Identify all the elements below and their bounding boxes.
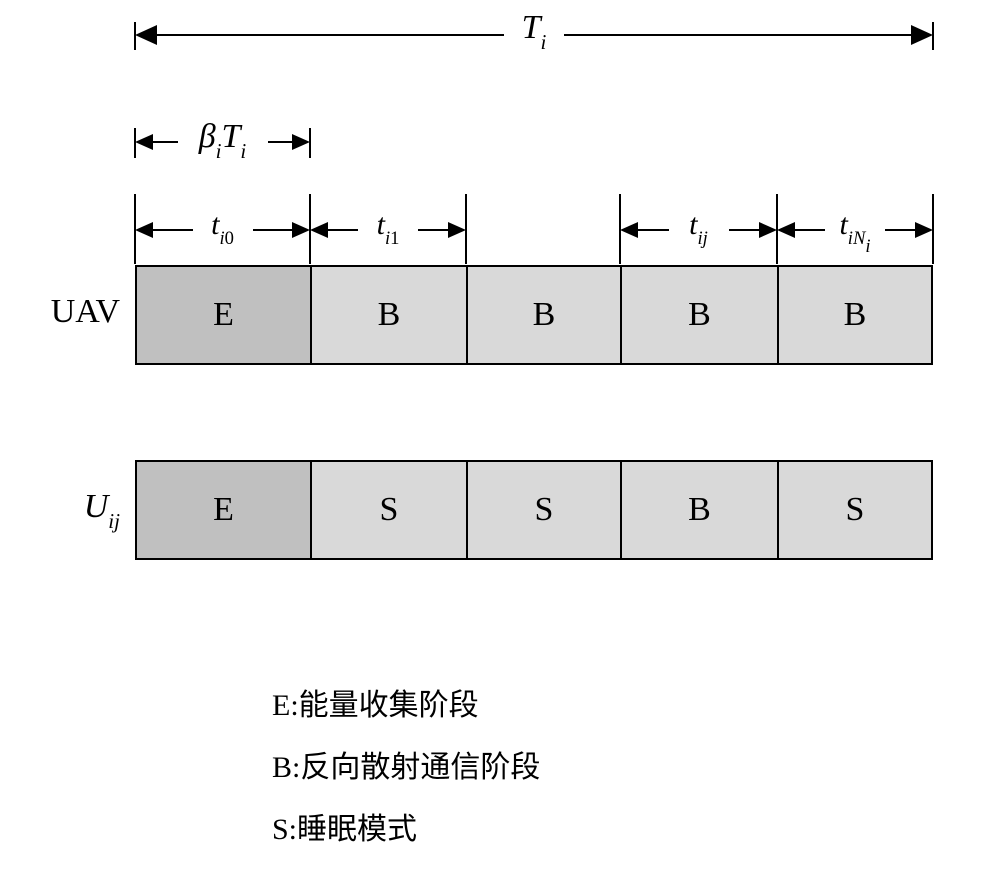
diagram-root: { "geom": { "row_left_x": 135, "row_righ… [0, 0, 1000, 885]
timeline-cell: S [310, 460, 468, 560]
timeline-cell: S [777, 460, 933, 560]
timeline-cell: S [466, 460, 622, 560]
legend-line: S:睡眠模式 [272, 804, 417, 848]
legend-line: B:反向散射通信阶段 [272, 742, 540, 786]
legend-line: E:能量收集阶段 [272, 680, 479, 724]
timeline-cell: B [620, 460, 779, 560]
timeline-cell: E [135, 460, 312, 560]
